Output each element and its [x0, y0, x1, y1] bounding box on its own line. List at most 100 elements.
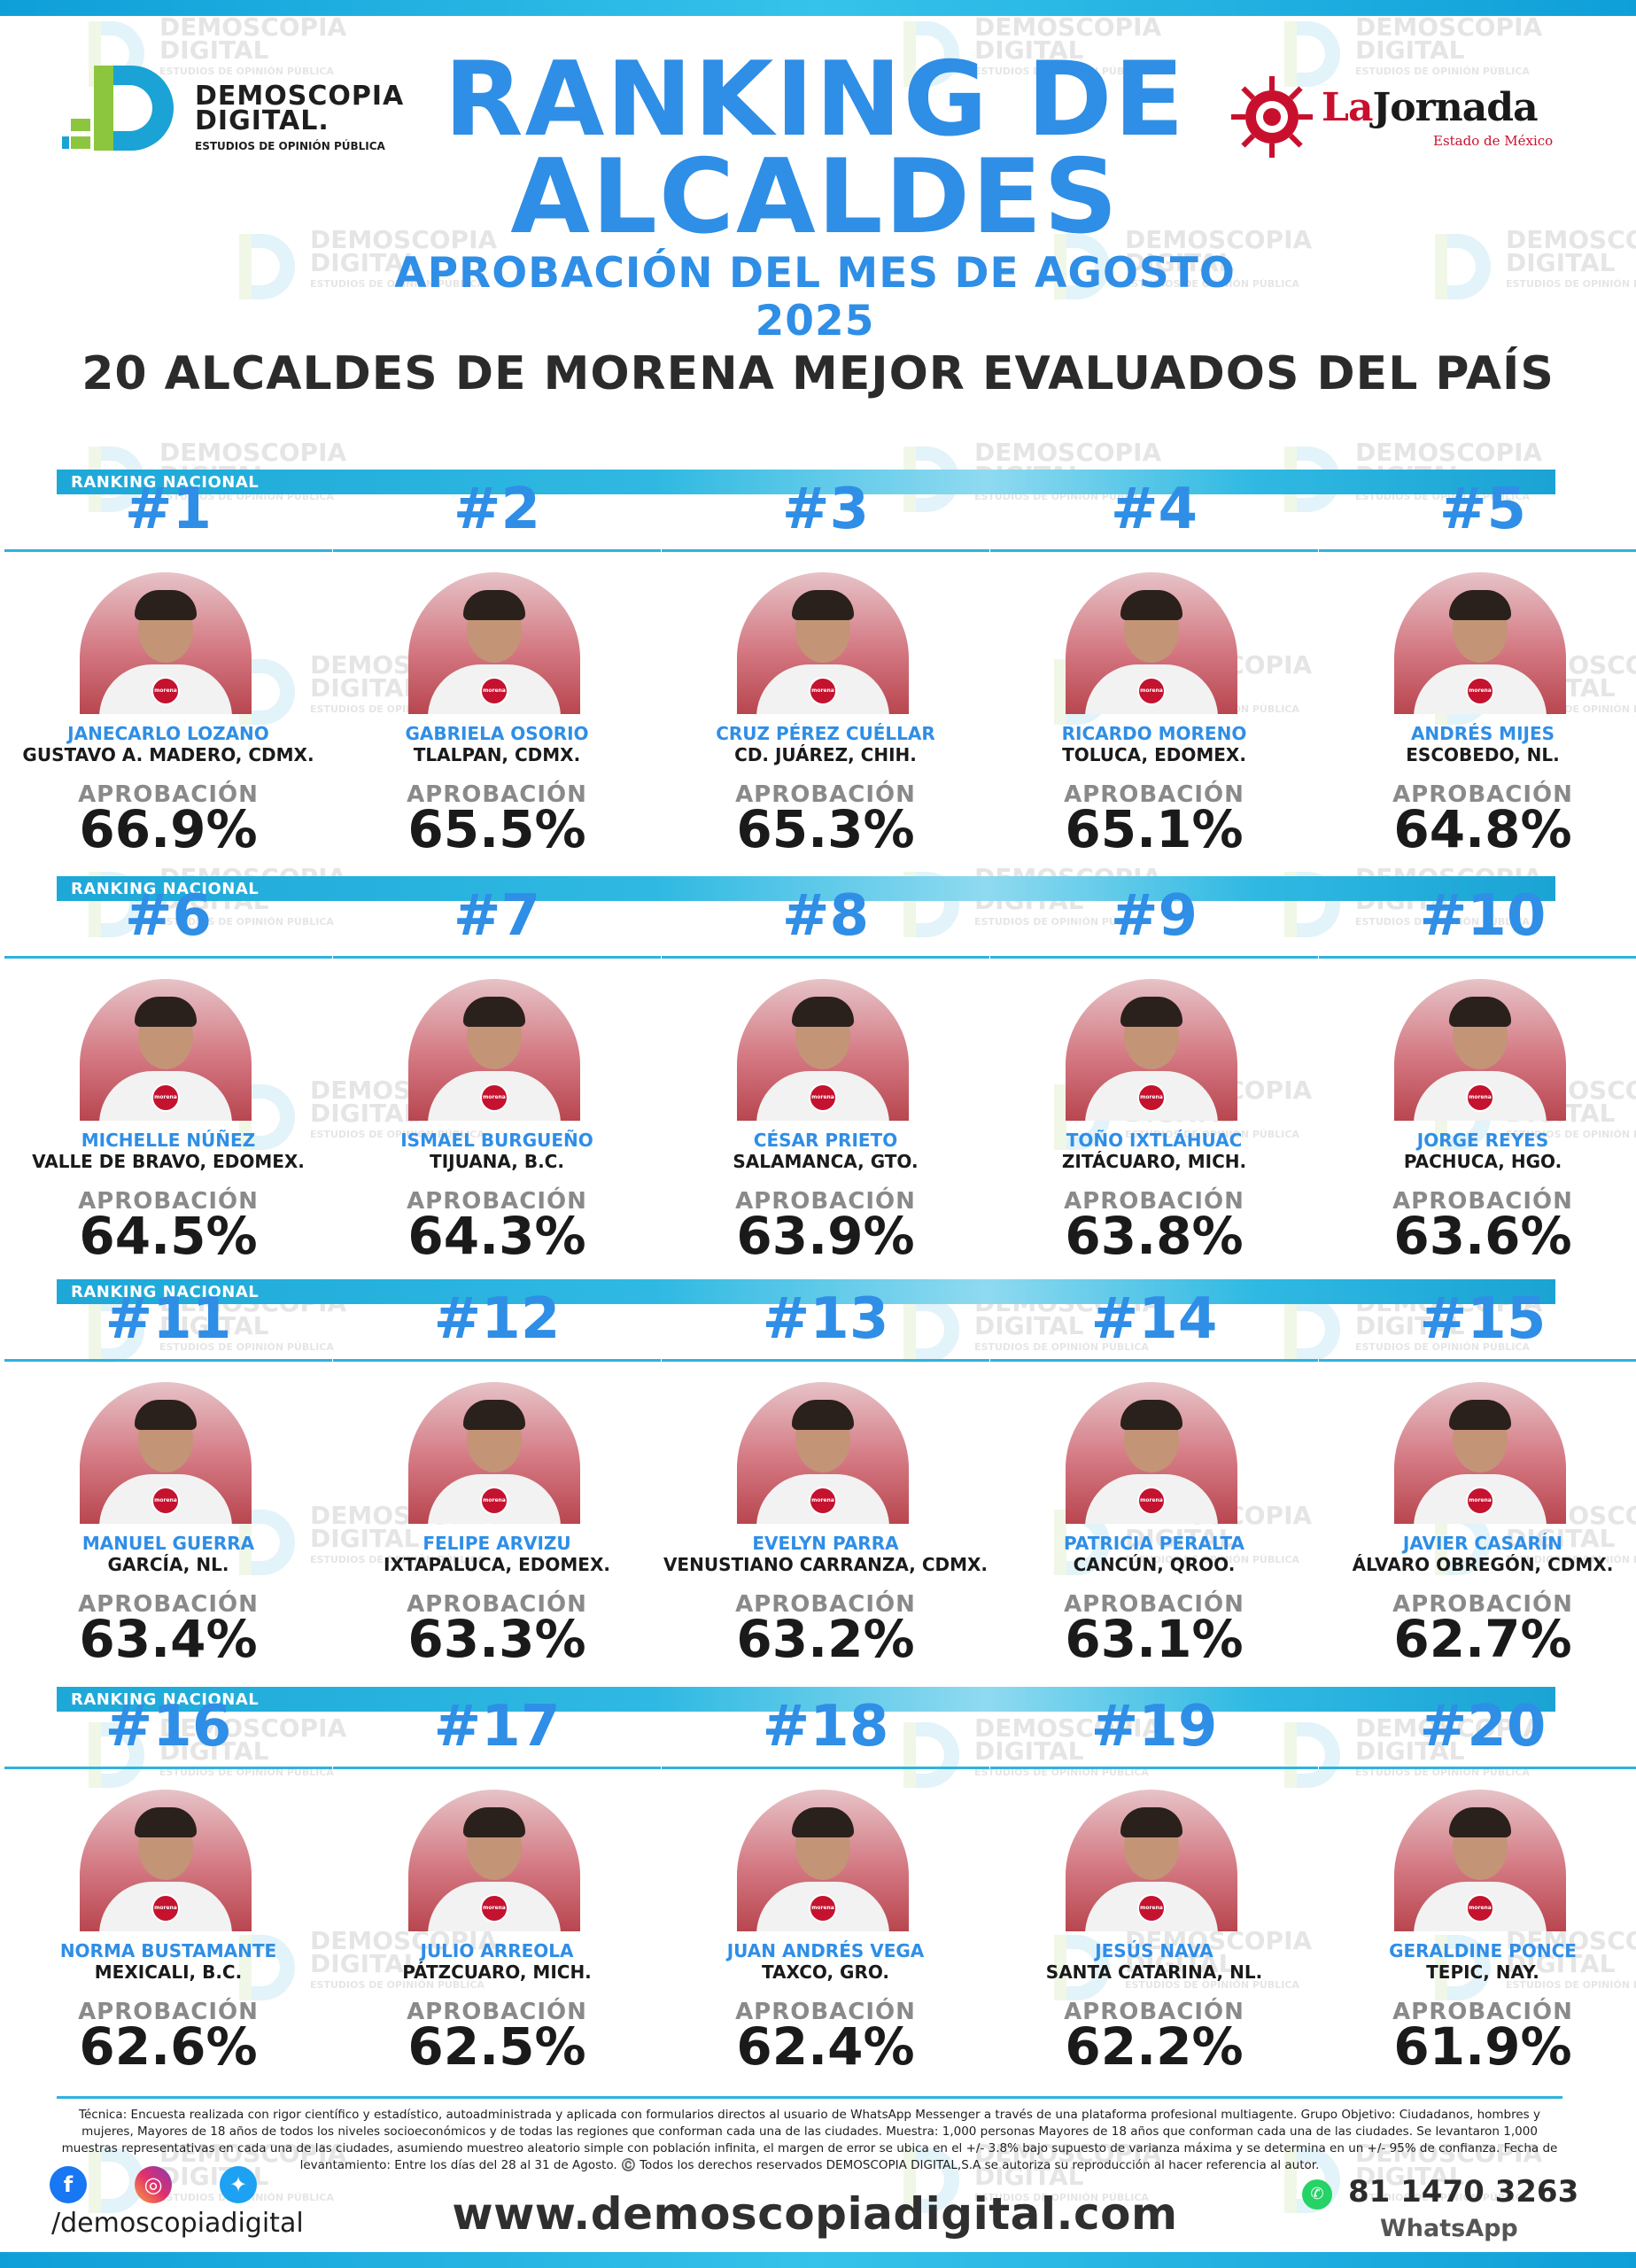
mayor-name: JAVIER CASARÍN	[1402, 1533, 1563, 1554]
website-link[interactable]: www.demoscopiadigital.com	[452, 2188, 1178, 2240]
mayor-card: #16 morena NORMA BUSTAMANTE MEXICALI, B.C. A…	[4, 1683, 332, 2075]
morena-badge-icon: morena	[151, 1487, 180, 1515]
mayor-photo: morena	[80, 572, 252, 714]
photo-hair-shape	[792, 1400, 854, 1430]
facebook-icon[interactable]: f	[50, 2166, 87, 2203]
rank-divider	[990, 1359, 1318, 1362]
mayor-municipality: VALLE DE BRAVO, EDOMEX.	[32, 1151, 305, 1172]
rank-divider	[1319, 1767, 1636, 1769]
mayor-photo: morena	[408, 572, 580, 714]
morena-badge-icon: morena	[480, 1084, 508, 1112]
mayor-name: GERALDINE PONCE	[1389, 1940, 1577, 1961]
rank-divider	[990, 1767, 1318, 1769]
approval-value: 63.9%	[736, 1206, 915, 1266]
twitter-icon[interactable]: ✦	[220, 2166, 257, 2203]
rank-number: #1	[124, 477, 213, 542]
mayor-municipality: VENUSTIANO CARRANZA, CDMX.	[663, 1554, 989, 1575]
watermark-line-1: DEMOSCOPIA	[159, 12, 347, 42]
mayor-card: #13 morena EVELYN PARRA VENUSTIANO CARRANZA…	[662, 1276, 989, 1667]
approval-value: 61.9%	[1393, 2016, 1572, 2077]
mayor-name: JULIO ARREOLA	[420, 1940, 574, 1961]
approval-label: APROBACIÓN	[1392, 1591, 1573, 1618]
morena-badge-icon: morena	[480, 1487, 508, 1515]
photo-hair-shape	[463, 997, 525, 1027]
photo-hair-shape	[135, 1400, 197, 1430]
logo-line-1: DEMOSCOPIA	[195, 81, 405, 112]
mayor-name: JANECARLO LOZANO	[67, 723, 269, 744]
watermark-line-3: ESTUDIOS DE OPINIÓN PÚBLICA	[1506, 278, 1636, 290]
mayor-municipality: ZITÁCUARO, MICH.	[1061, 1151, 1247, 1172]
mayor-card: #4 morena RICARDO MORENO TOLUCA, EDOMEX. APR…	[990, 466, 1318, 858]
approval-label: APROBACIÓN	[1064, 781, 1244, 808]
ranking-nacional-band: RANKING NACIONAL	[57, 1279, 1555, 1304]
social-handle[interactable]: /demoscopiadigital	[51, 2208, 304, 2239]
mayor-photo: morena	[1394, 1790, 1566, 1931]
demoscopia-logo: DEMOSCOPIA DIGITAL. ESTUDIOS DE OPINIÓN …	[62, 55, 403, 170]
approval-label: APROBACIÓN	[407, 1188, 587, 1215]
mayor-name: MANUEL GUERRA	[81, 1533, 255, 1554]
rank-number: #17	[433, 1694, 561, 1759]
whatsapp-number[interactable]: 81 1470 3263	[1348, 2174, 1579, 2210]
mayor-card: #15 morena JAVIER CASARÍN ÁLVARO OBREGÓN, C…	[1319, 1276, 1636, 1667]
approval-value: 63.3%	[407, 1609, 586, 1669]
mayor-card: #20 morena GERALDINE PONCE TEPIC, NAY. APROB…	[1319, 1683, 1636, 2075]
morena-badge-icon: morena	[809, 1487, 837, 1515]
watermark-line-1: DEMOSCOPIA	[1506, 225, 1636, 254]
morena-badge-icon: morena	[809, 677, 837, 705]
rank-divider	[1319, 956, 1636, 959]
approval-label: APROBACIÓN	[1064, 1591, 1244, 1618]
mayor-photo: morena	[1394, 1382, 1566, 1524]
mayor-photo: morena	[737, 1382, 909, 1524]
approval-label: APROBACIÓN	[78, 1999, 259, 2025]
approval-label: APROBACIÓN	[78, 1591, 259, 1618]
approval-label: APROBACIÓN	[735, 1188, 916, 1215]
photo-hair-shape	[1449, 997, 1511, 1027]
mayor-name: TOÑO IXTLÁHUAC	[1066, 1130, 1243, 1151]
photo-hair-shape	[1449, 590, 1511, 620]
rank-divider	[4, 1767, 332, 1769]
morena-badge-icon: morena	[151, 1084, 180, 1112]
photo-hair-shape	[1120, 590, 1182, 620]
logo-line-3: ESTUDIOS DE OPINIÓN PÚBLICA	[195, 140, 385, 152]
watermark-line-2: DIGITAL	[1355, 35, 1465, 65]
mayor-card: #19 morena JESÚS NAVA SANTA CATARINA, NL. AP…	[990, 1683, 1318, 2075]
mayor-card: #6 morena MICHELLE NÚÑEZ VALLE DE BRAVO, ED…	[4, 873, 332, 1264]
watermark-line-1: DEMOSCOPIA	[1355, 438, 1543, 467]
approval-value: 63.6%	[1393, 1206, 1572, 1266]
photo-hair-shape	[792, 1807, 854, 1837]
morena-badge-icon: morena	[1137, 1894, 1166, 1922]
rank-number: #11	[105, 1286, 232, 1352]
mayor-card: #18 morena JUAN ANDRÉS VEGA TAXCO, GRO. APRO…	[662, 1683, 989, 2075]
mayor-municipality: TAXCO, GRO.	[761, 1961, 890, 1983]
mayor-municipality: PACHUCA, HGO.	[1403, 1151, 1562, 1172]
photo-hair-shape	[792, 590, 854, 620]
rank-number: #8	[781, 883, 870, 949]
morena-badge-icon: morena	[151, 1894, 180, 1922]
morena-badge-icon: morena	[809, 1894, 837, 1922]
mayor-card: #9 morena TOÑO IXTLÁHUAC ZITÁCUARO, MICH. AP…	[990, 873, 1318, 1264]
rank-divider	[662, 549, 989, 552]
title-block: RANKING DE ALCALDES APROBACIÓN DEL MES D…	[390, 49, 1240, 346]
mayor-photo: morena	[80, 1382, 252, 1524]
approval-value: 64.5%	[79, 1206, 258, 1266]
instagram-icon[interactable]: ◎	[135, 2166, 172, 2203]
mayor-card: #14 morena PATRICIA PERALTA CANCÚN, QROO. AP…	[990, 1276, 1318, 1667]
mayor-photo: morena	[408, 979, 580, 1121]
rank-divider	[333, 549, 661, 552]
rank-number: #15	[1419, 1286, 1547, 1352]
morena-badge-icon: morena	[1466, 1487, 1494, 1515]
approval-label: APROBACIÓN	[1392, 1999, 1573, 2025]
watermark-line-2: DIGITAL	[1506, 248, 1616, 277]
band-label: RANKING NACIONAL	[71, 1690, 260, 1709]
morena-badge-icon: morena	[1137, 1487, 1166, 1515]
mayor-name: GABRIELA OSORIO	[405, 723, 589, 744]
mayor-municipality: TIJUANA, B.C.	[430, 1151, 564, 1172]
mayor-municipality: TLALPAN, CDMX.	[413, 744, 581, 765]
mayor-name: EVELYN PARRA	[752, 1533, 899, 1554]
photo-hair-shape	[463, 590, 525, 620]
rank-divider	[990, 956, 1318, 959]
mayor-photo: morena	[1394, 979, 1566, 1121]
mayor-municipality: ÁLVARO OBREGÓN, CDMX.	[1352, 1554, 1614, 1575]
mayor-municipality: PÁTZCUARO, MICH.	[402, 1961, 592, 1983]
